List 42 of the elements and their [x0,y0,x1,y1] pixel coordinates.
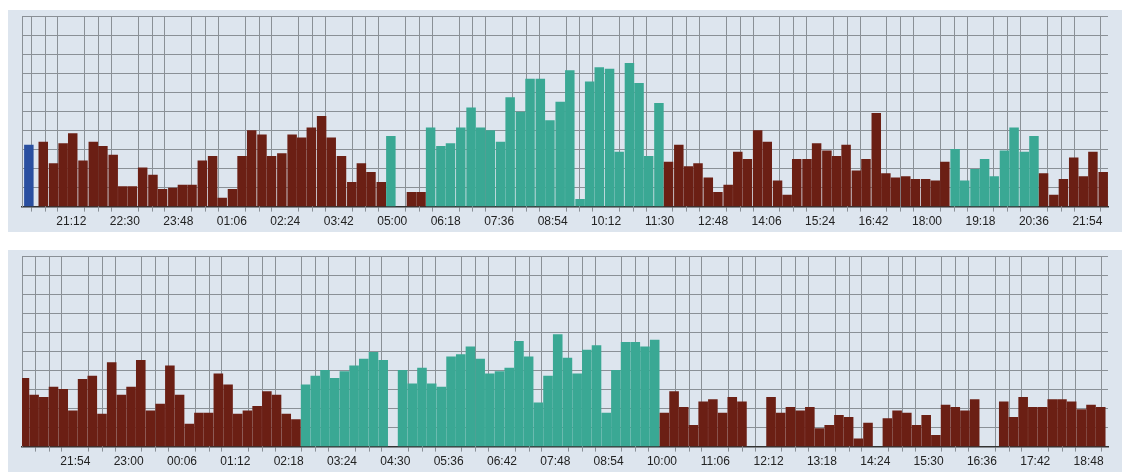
x-tick-label: 17:42 [1020,454,1051,469]
x-tick-label: 16:36 [966,454,998,469]
x-tick-label: 03:24 [326,454,358,469]
x-tick-label: 08:54 [537,214,568,229]
x-tick-label: 05:36 [433,454,464,469]
x-tick-label: 01:12 [220,454,251,469]
x-tick-label: 22:30 [109,214,141,229]
x-tick-label: 02:18 [273,454,304,469]
bar [386,136,396,207]
x-tick-label: 21:54 [1072,214,1103,229]
x-tick-label: 00:06 [166,454,198,469]
x-tick-label: 11:30 [645,214,675,229]
x-tick-label: 03:42 [323,214,355,229]
x-tick-label: 12:48 [698,214,729,229]
x-tick-label: 18:00 [911,214,943,229]
x-tick-label: 07:48 [540,454,571,469]
x-tick-label: 15:30 [913,454,944,469]
x-tick-label: 23:48 [163,214,194,229]
x-tick-label: 10:12 [591,214,622,229]
bar [24,144,34,207]
x-tick-label: 02:24 [270,214,301,229]
x-tick-label: 01:06 [216,214,248,229]
x-tick-label: 20:36 [1018,214,1050,229]
x-tick-label: 10:00 [646,454,678,469]
x-tick-label: 07:36 [484,214,515,229]
x-tick-label: 18:48 [1073,454,1104,469]
x-tick-label: 19:18 [965,214,996,229]
x-tick-label: 06:18 [430,214,462,229]
x-tick-label: 11:06 [700,454,731,469]
x-tick-label: 16:42 [858,214,889,229]
x-tick-label: 21:54 [60,454,91,469]
x-tick-label: 14:06 [751,214,782,229]
x-tick-label: 13:18 [806,454,838,469]
x-tick-label: 15:24 [805,214,836,229]
x-tick-label: 04:30 [380,454,411,469]
x-tick-label: 12:12 [753,454,784,469]
x-tick-label: 05:00 [377,214,408,229]
x-tick-label: 23:00 [113,454,144,469]
x-tick-label: 08:54 [593,454,624,469]
x-tick-label: 21:12 [56,214,87,229]
x-tick-label: 14:24 [860,454,891,469]
x-tick-label: 06:42 [486,454,518,469]
